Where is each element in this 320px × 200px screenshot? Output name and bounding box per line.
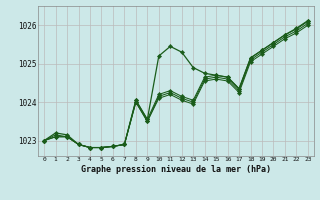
X-axis label: Graphe pression niveau de la mer (hPa): Graphe pression niveau de la mer (hPa) (81, 165, 271, 174)
